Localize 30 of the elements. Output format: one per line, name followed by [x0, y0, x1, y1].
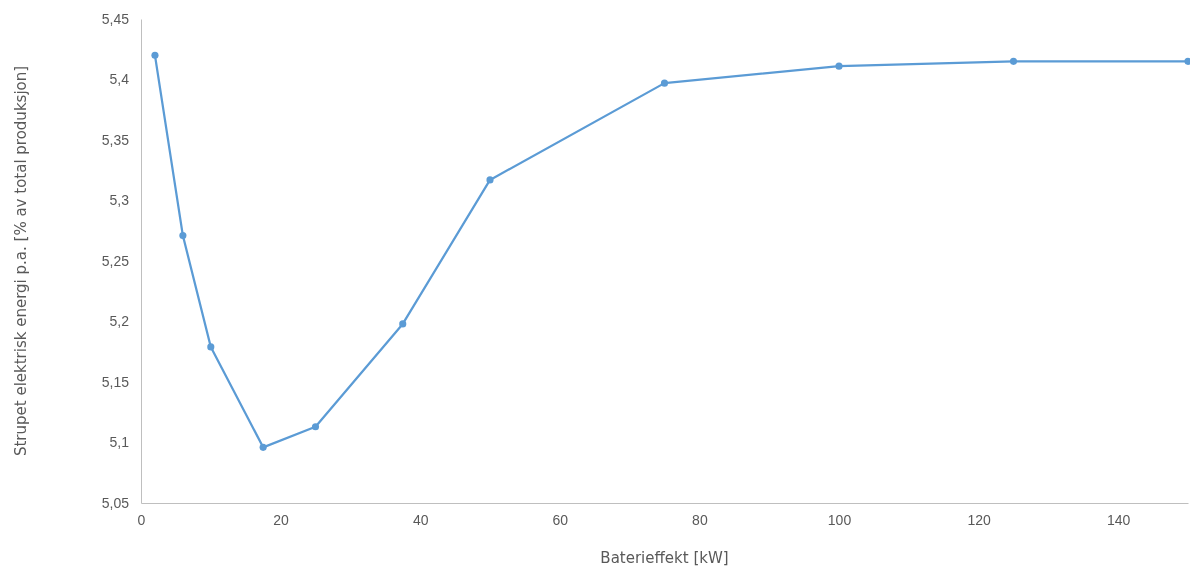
point [207, 343, 215, 351]
x-tick-label: 60 [552, 511, 569, 528]
y-tick-label: 5,4 [109, 71, 130, 88]
y-tick-label: 5,1 [109, 434, 130, 451]
point [179, 232, 187, 240]
point [660, 79, 669, 87]
point [1184, 57, 1190, 65]
y-tick-label: 5,35 [101, 131, 130, 148]
x-tick-label: 20 [273, 511, 290, 528]
x-axis-title: Baterieffekt [kW] [600, 549, 729, 567]
point [151, 51, 159, 59]
point [311, 423, 320, 431]
point [835, 62, 843, 70]
y-tick-label: 5,15 [101, 373, 130, 390]
point [486, 176, 494, 184]
x-tick-label: 120 [967, 511, 991, 528]
y-tick-label: 5,2 [109, 313, 130, 330]
y-tick-label: 5,25 [101, 252, 130, 269]
x-tick-label: 140 [1107, 511, 1131, 528]
x-tick-label: 80 [692, 511, 708, 528]
y-tick-label: 5,45 [101, 10, 130, 27]
point [259, 443, 267, 451]
x-tick-label: 40 [412, 511, 429, 528]
y-tick-label: 5,05 [101, 494, 130, 511]
y-tick-label: 5,3 [109, 192, 130, 209]
point [1009, 57, 1018, 65]
y-axis-title: Strupet elektrisk energi p.a. [% av total produksjon] [12, 65, 30, 457]
x-tick-label: 100 [827, 511, 852, 528]
point [399, 320, 407, 328]
x-tick-label: 0 [137, 511, 146, 528]
